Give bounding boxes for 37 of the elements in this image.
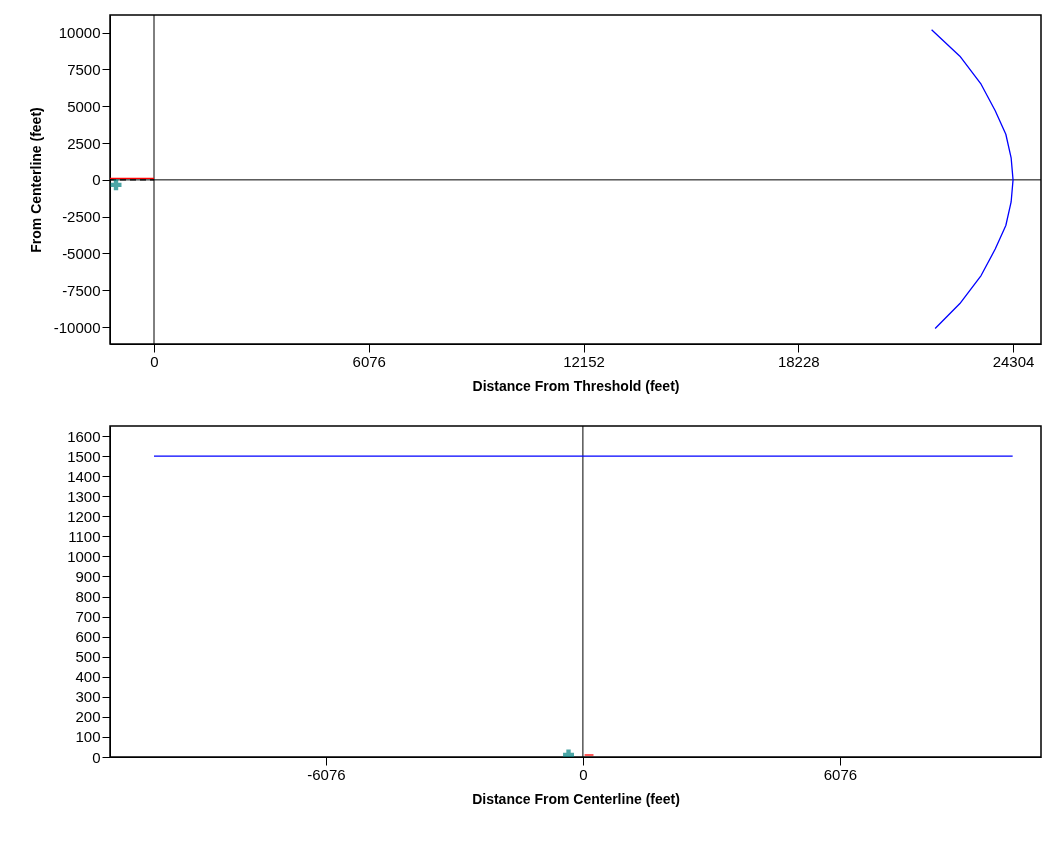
y-tick-label: 0 [92,171,101,189]
x-tick-label: 0 [579,765,588,783]
y-tick-label: 1600 [67,427,101,445]
y-tick-label: 0 [92,748,101,766]
y-tick-label: 100 [75,728,101,746]
y-tick-label: -10000 [53,318,101,336]
y-tick-label: 1100 [68,527,101,545]
y-tick-label: 700 [75,608,101,626]
y-tick-label: 5000 [67,97,101,115]
y-tick-label: 300 [75,688,101,706]
y-tick-label: 200 [75,708,101,726]
x-tick-label: -6076 [307,765,346,783]
y-tick-label: 1200 [67,507,101,525]
y-tick-label: -2500 [62,208,101,226]
y-tick-label: 10000 [58,24,101,42]
x-tick-label: 6076 [823,765,858,783]
y-tick-label: 900 [75,567,101,585]
y-tick-label: -5000 [62,244,101,262]
y-tick-label: 2500 [67,134,101,152]
y-tick-label: -7500 [62,281,101,299]
y-axis-title: From Centerline (feet) [27,107,44,253]
y-tick-label: 1500 [67,447,101,465]
x-tick-label: 12152 [563,352,605,370]
y-tick-label: 7500 [67,60,101,78]
y-tick-label: 800 [75,588,101,606]
y-tick-label: 400 [75,668,101,686]
x-tick-label: 18228 [777,352,820,370]
y-tick-label: 1400 [67,467,101,485]
y-tick-label: 1300 [67,487,101,505]
x-tick-label: 6076 [352,352,386,370]
y-tick-label: 500 [75,648,101,666]
y-tick-label: 1000 [67,547,101,565]
x-tick-label: 0 [150,352,159,370]
x-tick-label: 24304 [992,352,1035,370]
x-axis-title: Distance From Threshold (feet) [472,377,680,394]
x-axis-title: Distance From Centerline (feet) [472,790,680,807]
y-tick-label: 600 [75,628,101,646]
